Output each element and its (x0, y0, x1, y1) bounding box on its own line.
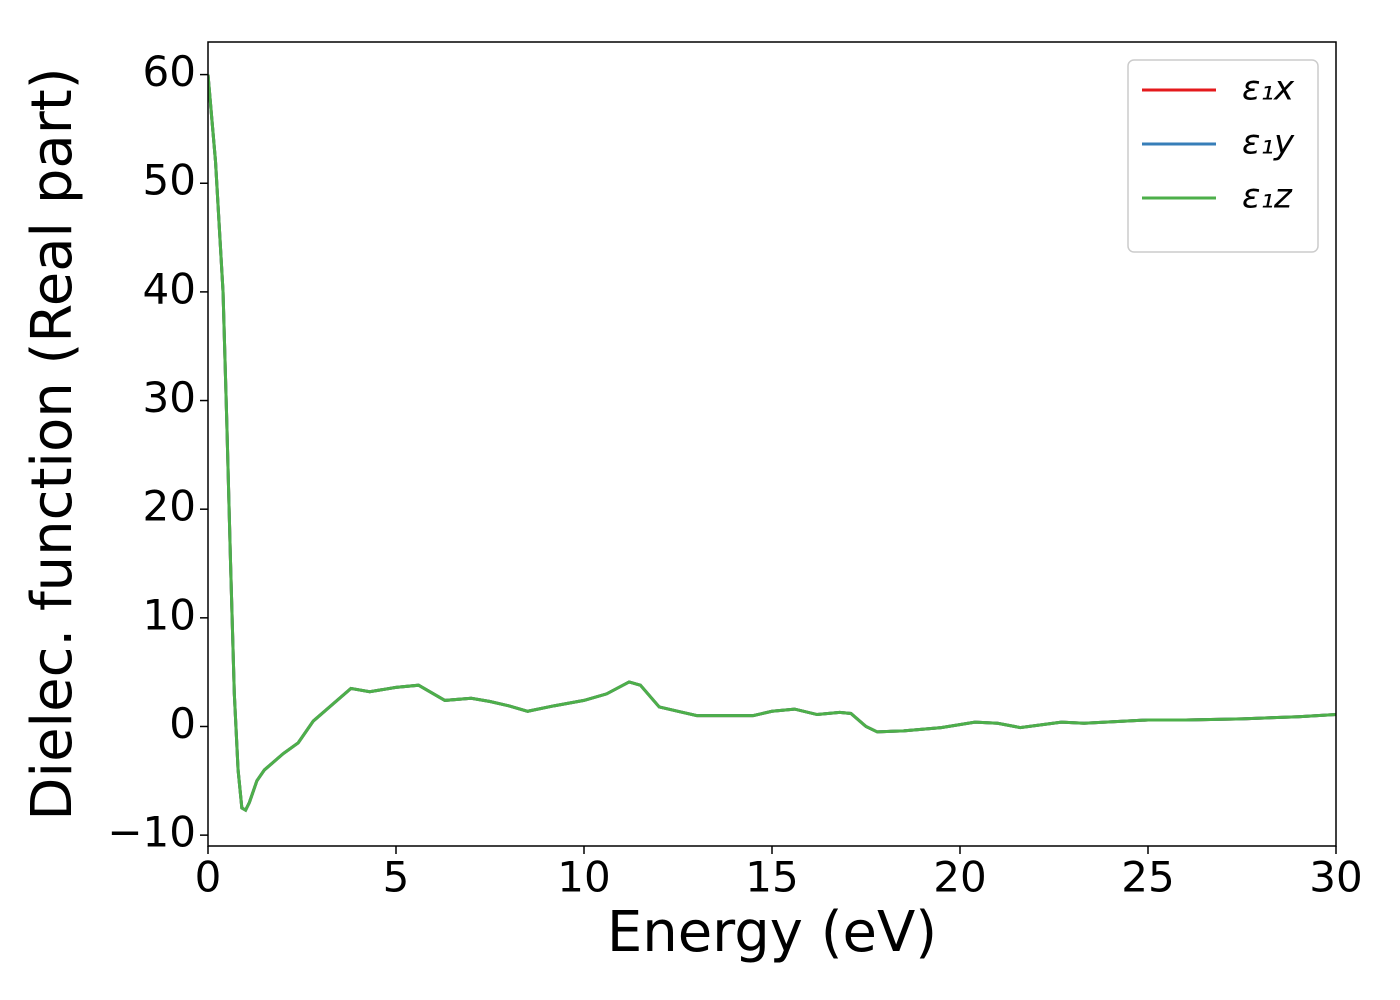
x-tick-label: 30 (1309, 853, 1362, 902)
plot-frame (207, 41, 1337, 847)
y-tick-label: −10 (107, 808, 196, 857)
x-tick-label: 0 (195, 853, 222, 902)
data-line (208, 74, 1336, 813)
legend-label: ε₁x (1242, 69, 1295, 109)
y-axis-title: Dielec. function (Real part) (20, 67, 85, 820)
y-tick-label: 50 (143, 156, 196, 205)
y-tick-label: 20 (143, 482, 196, 531)
legend-box (1127, 59, 1319, 253)
x-tick-label: 20 (933, 853, 986, 902)
legend-label: ε₁z (1242, 177, 1293, 217)
y-tick-label: 40 (143, 264, 196, 313)
x-tick-label: 5 (383, 853, 410, 902)
x-tick-label: 15 (745, 853, 798, 902)
x-tick-label: 10 (557, 853, 610, 902)
y-tick-label: 30 (143, 373, 196, 422)
y-tick-label: 60 (143, 47, 196, 96)
y-tick-label: 0 (169, 699, 196, 748)
x-tick-label: 25 (1121, 853, 1174, 902)
x-axis-title: Energy (eV) (607, 900, 937, 965)
legend-label: ε₁y (1242, 123, 1295, 163)
y-tick-label: 10 (143, 590, 196, 639)
